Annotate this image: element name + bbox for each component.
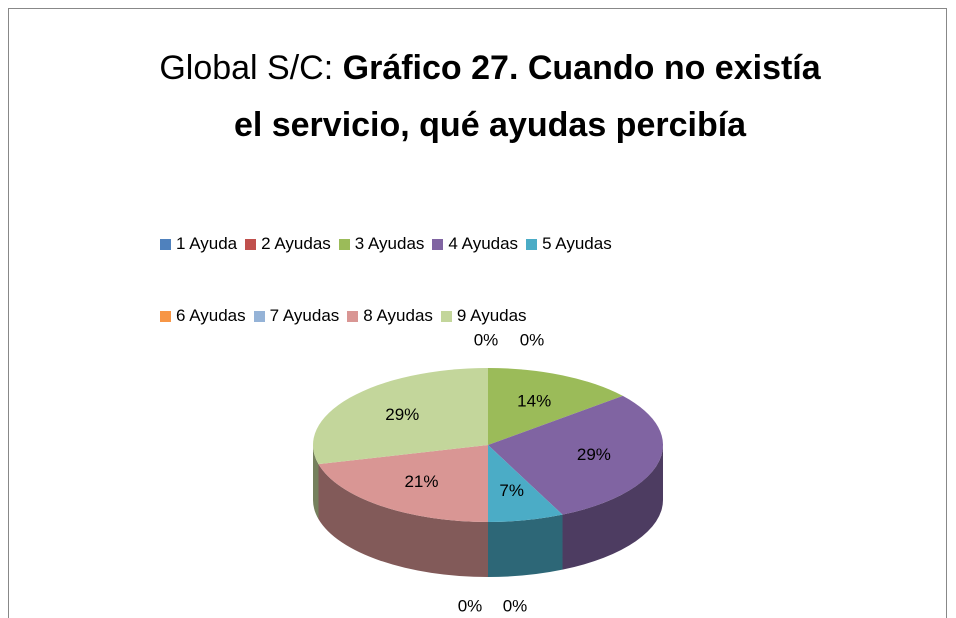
legend-item: 9 Ayudas <box>440 304 527 328</box>
data-label: 21% <box>404 472 438 491</box>
legend-item: 2 Ayudas <box>245 232 331 256</box>
legend-swatch <box>440 310 452 322</box>
data-label: 0% <box>458 596 483 615</box>
legend-label: 8 Ayudas <box>363 306 433 325</box>
legend-item: 8 Ayudas <box>347 304 433 328</box>
legend-item: 6 Ayudas <box>160 304 246 328</box>
legend-item: 7 Ayudas <box>253 304 340 328</box>
slice-side <box>313 445 319 520</box>
legend-label: 9 Ayudas <box>456 306 527 325</box>
legend-swatch <box>160 238 171 250</box>
slice <box>488 395 664 515</box>
legend-label: 7 Ayudas <box>269 306 340 325</box>
legend-item: 4 Ayudas <box>432 232 518 256</box>
data-label: 29% <box>577 445 611 464</box>
legend-item: 3 Ayudas <box>338 232 425 256</box>
legend: 1 Ayuda 2 Ayudas 3 Ayudas 4 Ayudas 5 Ayudas 6… <box>160 232 830 328</box>
slice <box>488 368 623 445</box>
legend-label: 5 Ayudas <box>542 234 612 253</box>
legend-swatch <box>253 310 265 322</box>
legend-swatch <box>526 238 538 250</box>
slice-side <box>488 514 563 577</box>
legend-swatch <box>338 238 350 250</box>
legend-swatch <box>347 310 359 322</box>
legend-item: 5 Ayudas <box>526 232 612 256</box>
legend-swatch <box>432 238 444 250</box>
data-label: 7% <box>499 481 524 500</box>
legend-label: 4 Ayudas <box>448 234 519 253</box>
title-prefix: Global S/C: <box>159 49 334 87</box>
slice <box>318 445 488 522</box>
data-label: 0% <box>474 330 499 349</box>
data-label: 0% <box>503 596 528 615</box>
data-label: 14% <box>517 391 551 410</box>
legend-label: 3 Ayudas <box>354 234 425 253</box>
title-text: Gráfico 27. Cuando no existía el servici… <box>233 49 821 144</box>
slice <box>313 368 488 465</box>
slice-side <box>318 464 488 577</box>
legend-swatch <box>245 238 257 250</box>
legend-label: 2 Ayudas <box>261 234 331 253</box>
chart-title: Global S/C: Gráfico 27. Cuando no existí… <box>150 40 830 154</box>
slice-side <box>562 445 663 570</box>
data-label: 29% <box>385 405 419 424</box>
chart-frame <box>8 8 947 618</box>
legend-item: 1 Ayuda <box>160 232 237 256</box>
legend-swatch <box>160 310 171 322</box>
legend-label: 1 Ayuda <box>176 234 238 253</box>
data-label: 0% <box>520 330 545 349</box>
legend-label: 6 Ayudas <box>176 306 246 325</box>
slice <box>488 445 563 522</box>
